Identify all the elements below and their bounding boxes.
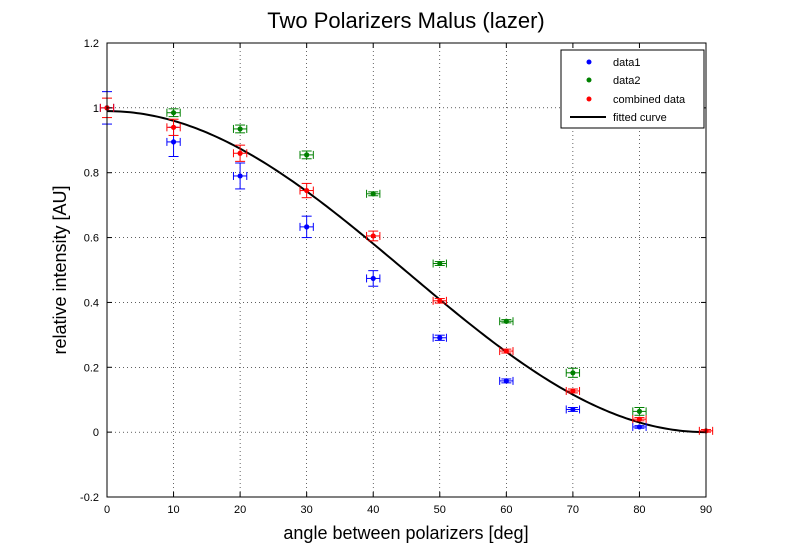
legend-label-data2: data2 <box>613 75 641 87</box>
y-tick-label: 0.8 <box>84 168 99 180</box>
data-point-combined-data <box>366 230 381 242</box>
data-marker-combined-data <box>170 124 177 130</box>
x-tick-label: 60 <box>500 504 512 516</box>
data-marker-data1 <box>170 139 177 145</box>
data-point-data1 <box>632 422 647 431</box>
y-tick-label: 0 <box>93 427 99 439</box>
data-marker-combined-data <box>370 233 376 239</box>
data-marker-combined-data <box>304 187 310 194</box>
y-tick-label: 1.2 <box>84 38 99 50</box>
axis-ticks: 0 10 20 30 40 50 60 70 80 90 -0.2 0 0.2 0.4 0.6 0.8 1 1.2 <box>80 38 712 516</box>
data-marker-data2 <box>503 318 509 324</box>
data-marker-data2 <box>636 408 643 414</box>
data-marker-data2 <box>170 110 177 116</box>
data-point-data1 <box>299 215 314 239</box>
data-marker-data2 <box>304 152 310 158</box>
y-tick-label: 0.2 <box>84 362 99 374</box>
x-tick-label: 10 <box>167 504 179 516</box>
data-point-combined-data <box>632 415 647 424</box>
data-marker-data1 <box>570 406 576 413</box>
x-tick-label: 80 <box>633 504 645 516</box>
x-tick-label: 30 <box>301 504 313 516</box>
data-point-combined-data <box>432 296 447 305</box>
legend-label-data1: data1 <box>613 57 641 69</box>
x-tick-label: 50 <box>434 504 446 516</box>
x-tick-label: 20 <box>234 504 246 516</box>
data-point-combined-data <box>565 386 581 395</box>
data-marker-data2 <box>370 191 376 197</box>
y-tick-label: -0.2 <box>80 492 99 504</box>
data-point-data1 <box>232 162 248 190</box>
data-point-data1 <box>432 333 447 342</box>
legend-marker-combined <box>586 96 592 102</box>
data-point-combined-data <box>232 144 248 162</box>
legend-marker-data1 <box>586 59 592 65</box>
data-point-data2 <box>232 124 248 134</box>
data-marker-data1 <box>437 335 443 341</box>
data-point-data1 <box>499 376 514 385</box>
x-axis-label: angle between polarizers [deg] <box>283 523 528 543</box>
data-marker-combined-data <box>636 416 643 422</box>
data-point-combined-data <box>299 182 314 199</box>
legend-marker-data2 <box>586 77 592 83</box>
legend: data1 data2 combined data fitted curve <box>560 49 705 129</box>
data-marker-data1 <box>237 173 243 179</box>
y-axis-label: relative intensity [AU] <box>50 185 70 354</box>
data-marker-data2 <box>570 370 576 376</box>
data-marker-data2 <box>437 260 443 267</box>
data-marker-combined-data <box>437 298 443 304</box>
x-tick-label: 0 <box>104 504 110 516</box>
data-marker-data1 <box>503 378 509 384</box>
fitted-curve <box>106 110 707 434</box>
data-point-data2 <box>499 317 514 326</box>
data-marker-combined-data <box>237 150 243 156</box>
x-tick-label: 40 <box>367 504 379 516</box>
y-tick-label: 0.6 <box>84 233 99 245</box>
x-tick-label: 90 <box>700 504 712 516</box>
y-tick-label: 1 <box>93 103 99 115</box>
data-marker-combined-data <box>570 388 576 394</box>
legend-label-fit: fitted curve <box>613 112 667 124</box>
fitted-curve-layer <box>106 110 707 434</box>
chart-title: Two Polarizers Malus (lazer) <box>267 8 545 33</box>
data-point-data1 <box>366 270 381 287</box>
data-point-data2 <box>632 406 647 416</box>
data-marker-combined-data <box>503 348 509 354</box>
data-marker-data2 <box>237 126 243 132</box>
data-point-data2 <box>366 189 381 198</box>
data-point-combined-data <box>166 118 181 136</box>
plot-frame <box>106 42 707 498</box>
x-tick-label: 70 <box>567 504 579 516</box>
data-marker-data1 <box>370 275 376 282</box>
data-point-data2 <box>432 259 447 268</box>
data-point-data2 <box>565 367 581 378</box>
data-point-data2 <box>299 150 314 160</box>
y-tick-label: 0.4 <box>84 297 99 309</box>
data-point-combined-data <box>499 347 514 356</box>
data-marker-data1 <box>636 424 643 430</box>
legend-label-combined: combined data <box>613 94 686 106</box>
legend-box <box>560 49 705 129</box>
data-point-data2 <box>166 108 181 118</box>
data-point-data1 <box>565 405 581 414</box>
data-marker-data1 <box>304 224 310 230</box>
